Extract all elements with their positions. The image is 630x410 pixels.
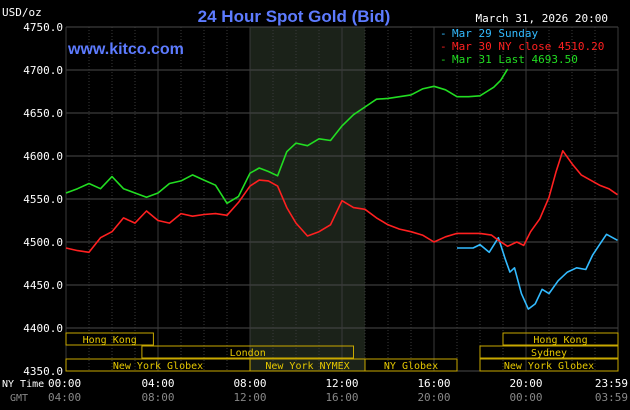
y-tick-label: 4600.0 xyxy=(23,150,63,163)
y-tick-label: 4350.0 xyxy=(23,365,63,378)
x-tick-label-ny: 08:00 xyxy=(233,377,266,390)
y-tick-label: 4400.0 xyxy=(23,322,63,335)
session-box xyxy=(502,332,619,346)
legend-marker-last: - xyxy=(440,53,447,66)
legend-item-sunday: Mar 29 Sunday xyxy=(452,27,538,40)
session-label: Hong Kong xyxy=(533,335,587,346)
market-sessions: Hong Kong Hong Kong London Sydney New York G… xyxy=(65,332,619,372)
y-axis-labels: 4350.0 4400.0 4450.0 4500.0 4550.0 4600.0 4650… xyxy=(23,21,63,378)
session-box xyxy=(364,358,458,372)
x-tick-label-ny: 04:00 xyxy=(141,377,174,390)
session-box xyxy=(479,358,619,372)
x-tick-label-ny: 20:00 xyxy=(509,377,542,390)
unit-label: USD/oz xyxy=(2,6,42,19)
legend-item-last: Mar 31 Last 4693.50 xyxy=(452,53,578,66)
session-box xyxy=(65,332,154,346)
legend-item-ny-close: Mar 30 NY close 4510.20 xyxy=(452,40,604,53)
gmt-label: GMT xyxy=(10,393,28,404)
datetime-label: March 31, 2026 20:00 xyxy=(476,12,608,25)
x-tick-label-gmt: 12:00 xyxy=(233,391,266,404)
session-label: London xyxy=(230,348,266,359)
y-tick-label: 4450.0 xyxy=(23,279,63,292)
x-axis-labels: 00:00 04:00 08:00 12:00 16:00 20:00 23:5904:00… xyxy=(48,377,628,404)
session-label: New York NYMEX xyxy=(265,361,349,372)
x-tick-label-ny: 12:00 xyxy=(325,377,358,390)
legend: - Mar 29 Sunday - Mar 30 NY close 4510.2… xyxy=(440,27,604,66)
series-line-1 xyxy=(65,150,618,254)
x-tick-label-gmt: 08:00 xyxy=(141,391,174,404)
y-tick-label: 4500.0 xyxy=(23,236,63,249)
session-label: Hong Kong xyxy=(83,335,137,346)
chart-title: 24 Hour Spot Gold (Bid) xyxy=(198,7,391,26)
session-box xyxy=(141,345,354,359)
legend-marker-sunday: - xyxy=(440,27,447,40)
x-tick-label-gmt: 16:00 xyxy=(325,391,358,404)
x-tick-label-ny: 00:00 xyxy=(48,377,81,390)
x-tick-label-gmt: 03:59 xyxy=(595,391,628,404)
site-url: www.kitco.com xyxy=(67,41,184,58)
x-tick-label-ny: 16:00 xyxy=(417,377,450,390)
grid-lines xyxy=(65,26,619,372)
session-label: New York Globex xyxy=(504,361,594,372)
session-label: New York Globex xyxy=(113,361,203,372)
y-tick-label: 4700.0 xyxy=(23,64,63,77)
series-line-2 xyxy=(65,68,509,205)
session-label: NY Globex xyxy=(384,361,438,372)
data-series xyxy=(65,68,618,310)
ny-time-label: NY Time xyxy=(2,379,44,390)
x-tick-label-gmt: 20:00 xyxy=(417,391,450,404)
legend-marker-ny-close: - xyxy=(440,40,447,53)
session-box xyxy=(479,345,619,359)
y-tick-label: 4650.0 xyxy=(23,107,63,120)
x-tick-label-gmt: 04:00 xyxy=(48,391,81,404)
y-tick-label: 4750.0 xyxy=(23,21,63,34)
series-line-0 xyxy=(457,233,618,310)
x-tick-label-ny: 23:59 xyxy=(595,377,628,390)
x-tick-label-gmt: 00:00 xyxy=(509,391,542,404)
session-label: Sydney xyxy=(531,348,567,359)
y-tick-label: 4550.0 xyxy=(23,193,63,206)
